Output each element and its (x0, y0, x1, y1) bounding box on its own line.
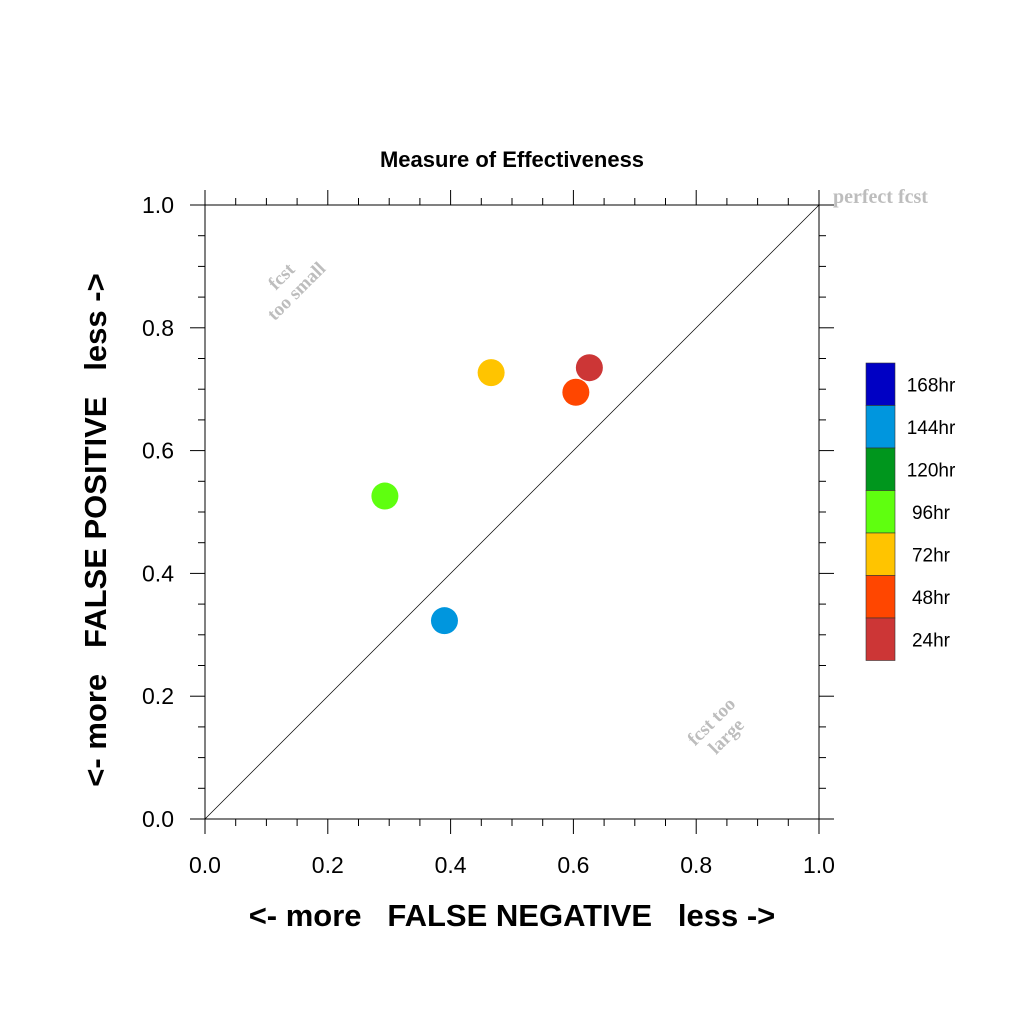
chart-title: Measure of Effectiveness (380, 147, 644, 172)
annotation-too-small-line2: too small (263, 258, 330, 325)
y-tick-label: 1.0 (142, 192, 174, 218)
legend-label-144hr: 144hr (907, 418, 956, 439)
data-point-72hr (477, 359, 505, 387)
y-tick-label: 0.6 (142, 438, 174, 464)
legend-swatch-168hr (865, 362, 896, 406)
y-tick-labels: 0.0 0.2 0.4 0.6 0.8 1.0 (142, 192, 174, 832)
legend-swatch-144hr (865, 405, 896, 449)
x-tick-label: 0.6 (557, 852, 589, 878)
legend-label-96hr: 96hr (912, 503, 951, 524)
annotation-perfect-fcst: perfect fcst (833, 186, 928, 208)
legend-label-168hr: 168hr (907, 375, 956, 396)
data-point-96hr (371, 482, 399, 510)
x-tick-label: 0.8 (680, 852, 712, 878)
perfect-forecast-diagonal (204, 204, 820, 820)
minor-ticks (190, 190, 834, 834)
y-tick-label: 0.4 (142, 560, 174, 586)
annotation-fcst-too-large: fcst too large (684, 694, 749, 759)
legend-swatch-96hr (865, 490, 896, 534)
data-point-144hr (430, 607, 458, 635)
legend-swatch-24hr (865, 617, 896, 661)
legend-swatch-48hr (865, 575, 896, 619)
legend-swatch-120hr (865, 447, 896, 491)
x-tick-label: 0.0 (189, 852, 221, 878)
x-tick-label: 0.2 (312, 852, 344, 878)
legend-label-72hr: 72hr (912, 545, 951, 566)
legend: 168hr 144hr 120hr 96hr 72hr 48hr 24hr (865, 362, 956, 661)
data-point-24hr (575, 354, 603, 382)
annotation-fcst-too-small: fcst too small (263, 258, 330, 325)
y-tick-label: 0.2 (142, 683, 174, 709)
x-tick-labels: 0.0 0.2 0.4 0.6 0.8 1.0 (189, 852, 835, 878)
x-tick-label: 0.4 (435, 852, 467, 878)
x-tick-label: 1.0 (803, 852, 835, 878)
y-tick-label: 0.8 (142, 315, 174, 341)
data-point-48hr (562, 378, 590, 406)
legend-label-48hr: 48hr (912, 588, 951, 609)
data-points (371, 354, 603, 635)
x-axis-label: <- more FALSE NEGATIVE less -> (249, 898, 776, 933)
y-tick-label: 0.0 (142, 806, 174, 832)
legend-swatch-72hr (865, 532, 896, 576)
legend-label-24hr: 24hr (912, 630, 951, 651)
y-axis-label: <- more FALSE POSITIVE less -> (78, 273, 113, 786)
legend-label-120hr: 120hr (907, 460, 956, 481)
